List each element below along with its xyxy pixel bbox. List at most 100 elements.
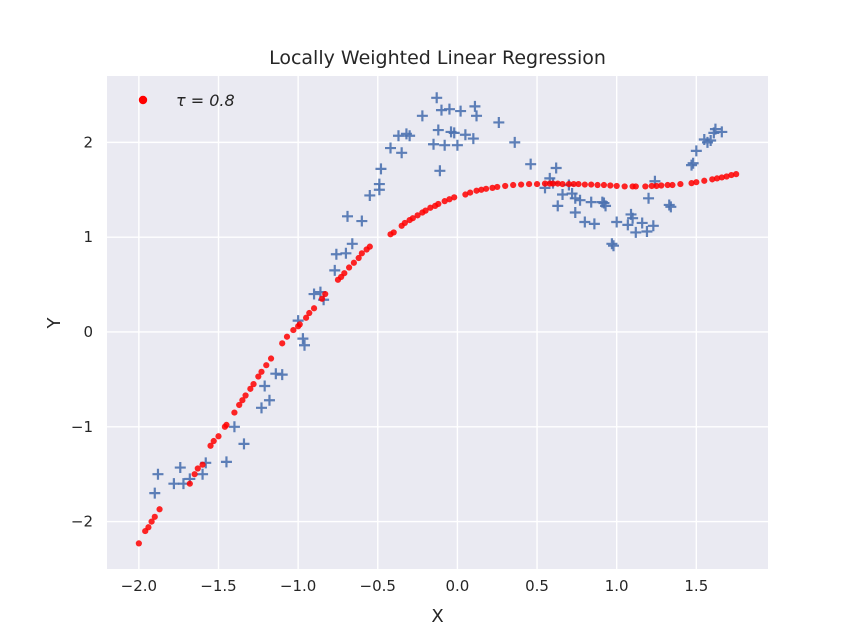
data-point [569, 192, 581, 204]
regression-point [231, 409, 238, 416]
regression-point [279, 340, 286, 347]
regression-point [713, 175, 721, 182]
data-point [550, 162, 562, 174]
regression-point [283, 333, 291, 340]
data-point [443, 103, 455, 115]
data-point [467, 133, 479, 145]
regression-point [525, 180, 533, 188]
data-point [428, 138, 440, 150]
data-point [373, 178, 385, 190]
regression-point [151, 513, 158, 520]
regression-point [255, 373, 262, 380]
regression-point [510, 181, 517, 189]
data-point [569, 207, 581, 219]
regression-point [422, 207, 429, 214]
data-point [611, 216, 623, 228]
y-tick-label: 2 [83, 133, 93, 151]
regression-point [473, 187, 480, 194]
data-point [259, 380, 271, 392]
regression-point [242, 392, 249, 399]
data-point [448, 127, 460, 139]
regression-point [462, 191, 469, 198]
x-tick-label: 0.5 [525, 577, 549, 595]
x-tick-label: −2.0 [121, 577, 157, 595]
regression-point [658, 182, 665, 189]
x-tick-label: −1.5 [200, 577, 236, 595]
regression-point [322, 290, 329, 298]
series-regression-points [135, 171, 740, 547]
regression-point [366, 243, 373, 250]
data-point [439, 139, 451, 151]
regression-point [446, 196, 453, 203]
data-point [622, 219, 634, 231]
x-tick-labels: −2.0 −1.5 −1.0 −0.5 0.0 0.5 1.0 1.5 [121, 577, 709, 595]
data-point [396, 147, 408, 159]
regression-point [467, 189, 474, 196]
y-tick-label: −2 [71, 513, 93, 531]
regression-point [570, 180, 577, 188]
regression-point [489, 184, 496, 191]
regression-point [565, 180, 573, 188]
regression-point [207, 442, 214, 449]
data-point [579, 216, 591, 228]
x-tick-label: 1.0 [605, 577, 629, 595]
regression-point [549, 180, 557, 187]
y-tick-label: 1 [83, 228, 93, 246]
data-point [431, 92, 443, 104]
data-point [220, 456, 232, 468]
data-point [469, 100, 481, 112]
regression-point [478, 186, 485, 193]
data-point [174, 462, 186, 474]
regression-point [223, 421, 230, 428]
data-point [471, 110, 483, 122]
data-point [375, 163, 387, 175]
regression-point [632, 183, 639, 190]
regression-point [600, 181, 608, 189]
data-point [585, 196, 597, 208]
regression-point [346, 264, 353, 271]
data-point [686, 159, 698, 171]
data-point [455, 105, 467, 117]
data-point [416, 110, 428, 122]
legend-label: τ = 0.8 [176, 91, 235, 110]
legend: τ = 0.8 [138, 91, 235, 110]
regression-point [693, 179, 700, 186]
regression-point [199, 461, 206, 468]
data-point [308, 288, 320, 300]
data-point [557, 189, 569, 201]
regression-point [215, 433, 222, 440]
regression-point [594, 181, 601, 189]
data-point [255, 402, 267, 414]
x-tick-label: −0.5 [360, 577, 396, 595]
regression-point [156, 506, 163, 513]
regression-point [191, 471, 198, 478]
data-point [574, 194, 586, 206]
regression-point [148, 518, 155, 525]
data-point [705, 134, 717, 146]
data-point [608, 240, 620, 252]
data-point [552, 200, 564, 212]
regression-point [533, 180, 541, 188]
regression-point [302, 314, 310, 321]
regression-point [482, 185, 490, 192]
data-point [228, 421, 240, 433]
regression-point [677, 180, 684, 188]
regression-point [350, 259, 357, 266]
y-axis-label: Y [44, 317, 65, 330]
regression-point [554, 180, 561, 187]
regression-point [427, 204, 434, 211]
data-point [197, 468, 209, 480]
regression-point [669, 181, 676, 189]
regression-point [390, 229, 397, 236]
regression-point [310, 305, 318, 312]
y-tick-label: −1 [71, 418, 93, 436]
data-point [690, 145, 702, 157]
regression-point [648, 182, 655, 190]
data-point [340, 247, 352, 259]
regression-point [728, 171, 735, 179]
regression-point [701, 177, 708, 184]
regression-point [621, 183, 628, 190]
data-point [665, 201, 677, 213]
regression-point [318, 295, 326, 302]
